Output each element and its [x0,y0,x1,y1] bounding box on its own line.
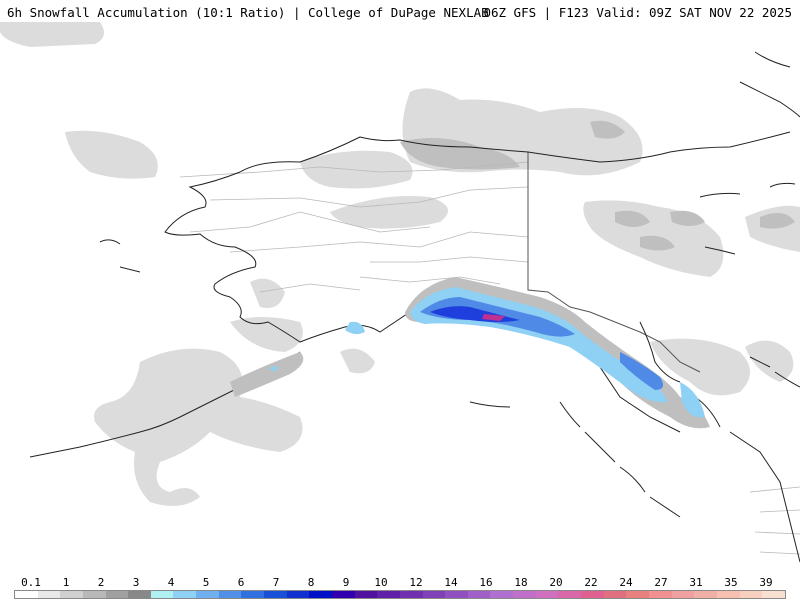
legend-swatch [15,591,38,598]
legend-tick-label: 12 [409,576,423,589]
legend-tick-label: 3 [132,576,140,589]
legend-color-bar [14,590,786,599]
map-title: 6h Snowfall Accumulation (10:1 Ratio) | … [7,5,489,20]
snow-light-areas [0,22,800,506]
legend-swatch [399,591,423,598]
legend-tick-label: 8 [307,576,315,589]
legend-swatch [218,591,242,598]
legend-swatch [694,591,717,598]
legend-tick-label: 7 [272,576,280,589]
map-background [0,22,800,576]
snow-mid-areas [400,120,795,251]
legend-tick-label: 4 [167,576,175,589]
legend-tick-label: 6 [237,576,245,589]
legend-swatch [286,591,310,598]
legend-swatch [173,591,197,598]
legend-swatch [128,591,151,598]
legend-swatch [762,591,785,598]
legend-tick-label: 24 [619,576,633,589]
legend-swatch [739,591,763,598]
legend-swatch [37,591,61,598]
legend-swatch [105,591,129,598]
legend-tick-label: 20 [549,576,563,589]
legend-swatch [150,591,174,598]
legend-swatch [513,591,536,598]
legend-tick-label: 39 [759,576,773,589]
legend-tick-label: 1 [62,576,70,589]
map-header: 6h Snowfall Accumulation (10:1 Ratio) | … [0,0,800,22]
legend-swatch [331,591,355,598]
legend-tick-label: 35 [724,576,738,589]
legend-tick-label: 16 [479,576,493,589]
legend-swatch [82,591,106,598]
legend-swatch [264,591,287,598]
legend-tick-label: 18 [514,576,528,589]
legend-swatch [648,591,672,598]
legend-tick-label: 27 [654,576,668,589]
legend-swatch [716,591,740,598]
legend-swatch [581,591,604,598]
snow-band [230,277,710,429]
legend-swatch [422,591,446,598]
legend-swatch [377,591,400,598]
snowfall-legend: 0.1 1 2 3 4 5 6 7 8 9 10 12 14 16 18 20 22 24 27 31 35 39 [0,576,800,600]
legend-tick-label: 2 [97,576,105,589]
legend-labels: 0.1 1 2 3 4 5 6 7 8 9 10 12 14 16 18 20 22 24 27 31 35 39 [0,576,800,589]
legend-tick-label: 14 [444,576,458,589]
legend-swatch [490,591,514,598]
model-run-info: 06Z GFS | F123 Valid: 09Z SAT NOV 22 202… [483,5,792,20]
legend-swatch [309,591,332,598]
legend-swatch [671,591,695,598]
interior-borders [179,161,800,555]
legend-swatch [535,591,559,598]
legend-tick-label: 0.1 [21,576,41,589]
legend-swatch [196,591,219,598]
snowfall-map [0,22,800,576]
legend-swatch [445,591,468,598]
legend-tick-label: 31 [689,576,703,589]
legend-swatch [467,591,491,598]
legend-tick-label: 9 [342,576,350,589]
legend-swatch [241,591,265,598]
legend-swatch [626,591,649,598]
legend-tick-label: 10 [374,576,388,589]
legend-swatch [603,591,627,598]
legend-swatch [354,591,378,598]
legend-tick-label: 22 [584,576,598,589]
international-border [527,152,701,373]
legend-swatch [60,591,83,598]
legend-tick-label: 5 [202,576,210,589]
legend-swatch [558,591,582,598]
